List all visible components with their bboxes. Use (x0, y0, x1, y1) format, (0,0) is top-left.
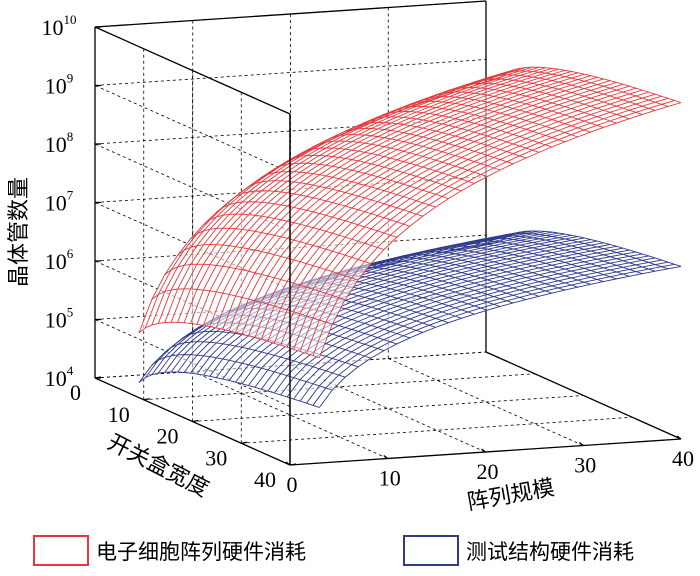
mesh-line (248, 80, 611, 336)
wall-gridline-z (94, 234, 487, 262)
mesh-line (318, 102, 682, 358)
z-tick-label: 106 (45, 246, 74, 274)
z-tick-label: 104 (45, 363, 74, 391)
y-tick-label: 20 (157, 424, 179, 449)
x-tick-mark (481, 448, 486, 453)
legend: 电子细胞阵列硬件消耗 测试结构硬件消耗 (33, 535, 634, 566)
x-tick-mark (676, 435, 682, 440)
z-axis-title: 晶体管数量 (7, 177, 32, 287)
floor-right-edge (485, 351, 682, 440)
legend-label-red: 电子细胞阵列硬件消耗 (96, 540, 306, 564)
mesh-line (306, 261, 669, 404)
y-tick-mark (289, 463, 297, 466)
mesh-line (151, 69, 514, 326)
mesh-line (235, 76, 598, 333)
z-tick-label: 107 (45, 188, 74, 216)
y-tick-label: 10 (108, 402, 130, 427)
mesh-line (280, 89, 643, 346)
legend-swatch-blue (403, 535, 459, 566)
mesh-line (273, 251, 636, 394)
mesh-line (293, 257, 656, 400)
legend-swatch-red (33, 535, 89, 566)
y-tick-mark (241, 441, 248, 444)
x-tick-label: 20 (477, 459, 499, 484)
y-tick-label: 40 (254, 467, 276, 492)
wall-gridline-z (94, 59, 487, 86)
floor-gridline-y (143, 373, 535, 401)
box-edge (94, 0, 487, 28)
surface-plots (138, 66, 682, 408)
mesh-line (190, 67, 553, 324)
chart-axis-lines (94, 26, 682, 466)
y-tick-label: 0 (70, 380, 81, 405)
y-tick-mark (192, 419, 199, 423)
y-tick-label: 30 (205, 445, 227, 470)
mesh-line (312, 263, 675, 406)
mesh-line (196, 68, 559, 325)
mesh-line (299, 259, 662, 402)
mesh-line (215, 72, 579, 329)
x-tick-label: 0 (287, 472, 298, 497)
z-tick-label: 109 (45, 71, 74, 99)
x-tick-mark (578, 441, 584, 447)
z-tick-label: 108 (45, 129, 74, 157)
legend-label-blue: 测试结构硬件消耗 (466, 540, 634, 564)
z-tick-label: 105 (45, 305, 74, 333)
mesh-line (286, 91, 649, 348)
mesh-line (293, 93, 656, 350)
x-tick-label: 10 (379, 466, 401, 491)
mesh-line (312, 100, 675, 356)
mesh-line (209, 71, 572, 327)
tick-labels: 0 10 20 30 40 0 10 20 30 40 104 105 106 107 108 109 1010 (42, 12, 695, 497)
floor-gridline-x (388, 358, 584, 446)
mesh-line (164, 66, 527, 323)
box-edge (94, 26, 291, 115)
floor-gridline-y (241, 416, 633, 444)
mesh-line (280, 253, 643, 396)
mesh-line (267, 249, 630, 392)
mesh-line (170, 66, 533, 323)
surface-red (138, 66, 682, 359)
mesh-line (254, 82, 617, 338)
x-tick-mark (383, 454, 389, 460)
x-tick-label: 30 (574, 453, 596, 478)
z-tick-label: 1010 (42, 12, 77, 40)
mesh-line (318, 265, 682, 408)
mesh-line (222, 73, 585, 330)
mesh-line (202, 69, 566, 326)
mesh-line (157, 67, 521, 324)
x-tick-mark (285, 461, 291, 466)
wall-gridline-z (94, 351, 487, 379)
mesh-line (267, 85, 630, 342)
mesh-line (286, 255, 649, 398)
mesh-line (183, 67, 546, 323)
x-tick-label: 40 (672, 446, 694, 471)
floor-gridline-y (192, 395, 584, 422)
mesh-line (177, 66, 540, 323)
mesh-line (299, 95, 662, 352)
y-tick-mark (143, 398, 150, 401)
mesh-line (260, 83, 624, 340)
mesh-line (273, 87, 637, 344)
mesh-line (306, 97, 669, 354)
mesh-line (241, 78, 604, 335)
